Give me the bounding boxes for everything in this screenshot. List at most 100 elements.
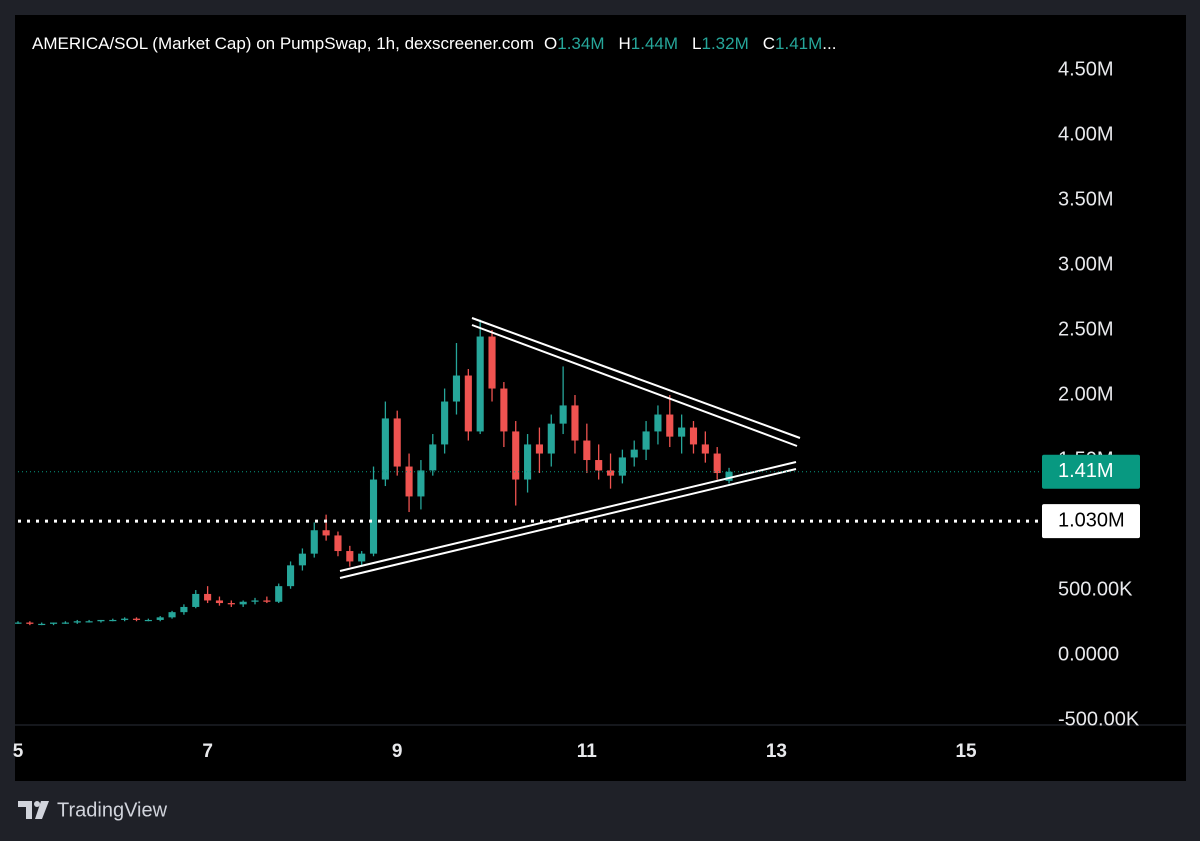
candle-body [429,444,437,471]
candle-body [204,593,212,601]
candle-body [144,619,152,622]
candle-body [275,586,283,602]
x-tick-label: 5 [13,741,24,762]
candle-body [488,336,496,389]
candle-body [606,470,615,476]
legend-key: H [619,34,631,53]
legend-key: L [692,34,701,53]
candle-body [524,444,532,480]
candle-body [132,618,141,620]
axes: 5 7 9 11 13 15 4.50M 4.00M 3.50M 3.00M 2.50M 2.00M 1… [13,58,1140,762]
candle-body [476,336,484,432]
candle-body [322,530,330,536]
legend-key: O [544,34,557,53]
legend-key: C [763,34,775,53]
legend-overflow: ... [822,34,836,53]
candle-body [464,375,472,432]
legend-value: 1.34M [557,34,604,53]
x-tick-label: 15 [955,741,977,762]
candle-body [559,405,567,424]
candle-body [97,619,105,622]
legend: AMERICA/SOL (Market Cap) on PumpSwap, 1h… [32,34,836,53]
candle-body [512,431,520,480]
candle-body [393,418,401,467]
candle-body [15,622,22,624]
x-tick-label: 11 [577,741,598,762]
candle-body [630,449,638,458]
candle-body [61,622,69,624]
candle-body [535,444,543,454]
candle-body [500,388,508,432]
x-tick-label: 9 [392,741,403,762]
candle-body [713,453,721,474]
logo-mark [34,801,40,807]
support-line [339,468,797,579]
candle-body [263,600,271,602]
candle-body [227,603,235,605]
candle-body [180,606,188,613]
y-tick-label: 3.50M [1058,188,1114,210]
candle-body [417,470,425,497]
candle-body [571,405,579,441]
candle-body [192,593,200,607]
candle-body [547,423,555,454]
candle-body [109,619,117,622]
candle-body [156,617,164,620]
logo-mark [18,801,32,819]
candle-body [239,601,247,605]
candle-body [334,535,342,552]
candle-body [26,622,34,624]
candle-body [405,466,413,497]
y-tick-label: -500.00K [1058,708,1140,730]
price-label-box [1042,504,1140,539]
plot-area [15,319,733,626]
logo-mark [35,801,49,819]
candle-body [168,612,176,618]
footer-brand: TradingView [57,799,168,821]
candle-body [618,457,626,476]
trend-lines [339,317,801,579]
candle-body [583,440,591,461]
y-tick-label: 0.0000 [1058,643,1119,665]
resistance-line [471,324,798,447]
y-tick-label: 4.00M [1058,123,1114,145]
resistance-line [471,317,801,439]
y-tick-label: 500.00K [1058,578,1133,600]
y-tick-label: 3.00M [1058,253,1114,275]
x-tick-label: 7 [202,741,213,762]
chart-panel [15,15,1186,781]
candle-body [121,618,129,620]
tradingview-logo [18,801,49,819]
y-tick-label: 2.00M [1058,383,1114,405]
candle-body [310,530,318,554]
candle-body [346,551,354,562]
candle-body [358,553,366,562]
candle-body [369,479,378,554]
candle-body [452,375,461,402]
candle-body [38,623,46,626]
legend-value: 1.32M [702,34,749,53]
candle-body [73,621,81,623]
candle-body [441,401,449,445]
candle-body [701,444,709,454]
candle-body [654,414,662,432]
chart-title: AMERICA/SOL (Market Cap) on PumpSwap, 1h… [32,34,534,53]
candle-body [287,565,295,587]
candle-body [251,600,259,602]
candle-body [595,460,603,471]
price-label-box [1042,454,1140,489]
candle-body [642,431,650,450]
support-line [339,461,797,572]
candle-body [666,414,674,437]
legend-value: 1.44M [631,34,678,53]
y-tick-label: 4.50M [1058,58,1114,80]
candle-body [689,427,698,445]
price-label: 1.030M [1058,509,1125,531]
candle-body [298,553,306,566]
candle-body [678,427,686,437]
price-label: 1.41M [1058,460,1114,482]
candle-body [215,600,224,604]
x-tick-label: 13 [766,741,787,762]
